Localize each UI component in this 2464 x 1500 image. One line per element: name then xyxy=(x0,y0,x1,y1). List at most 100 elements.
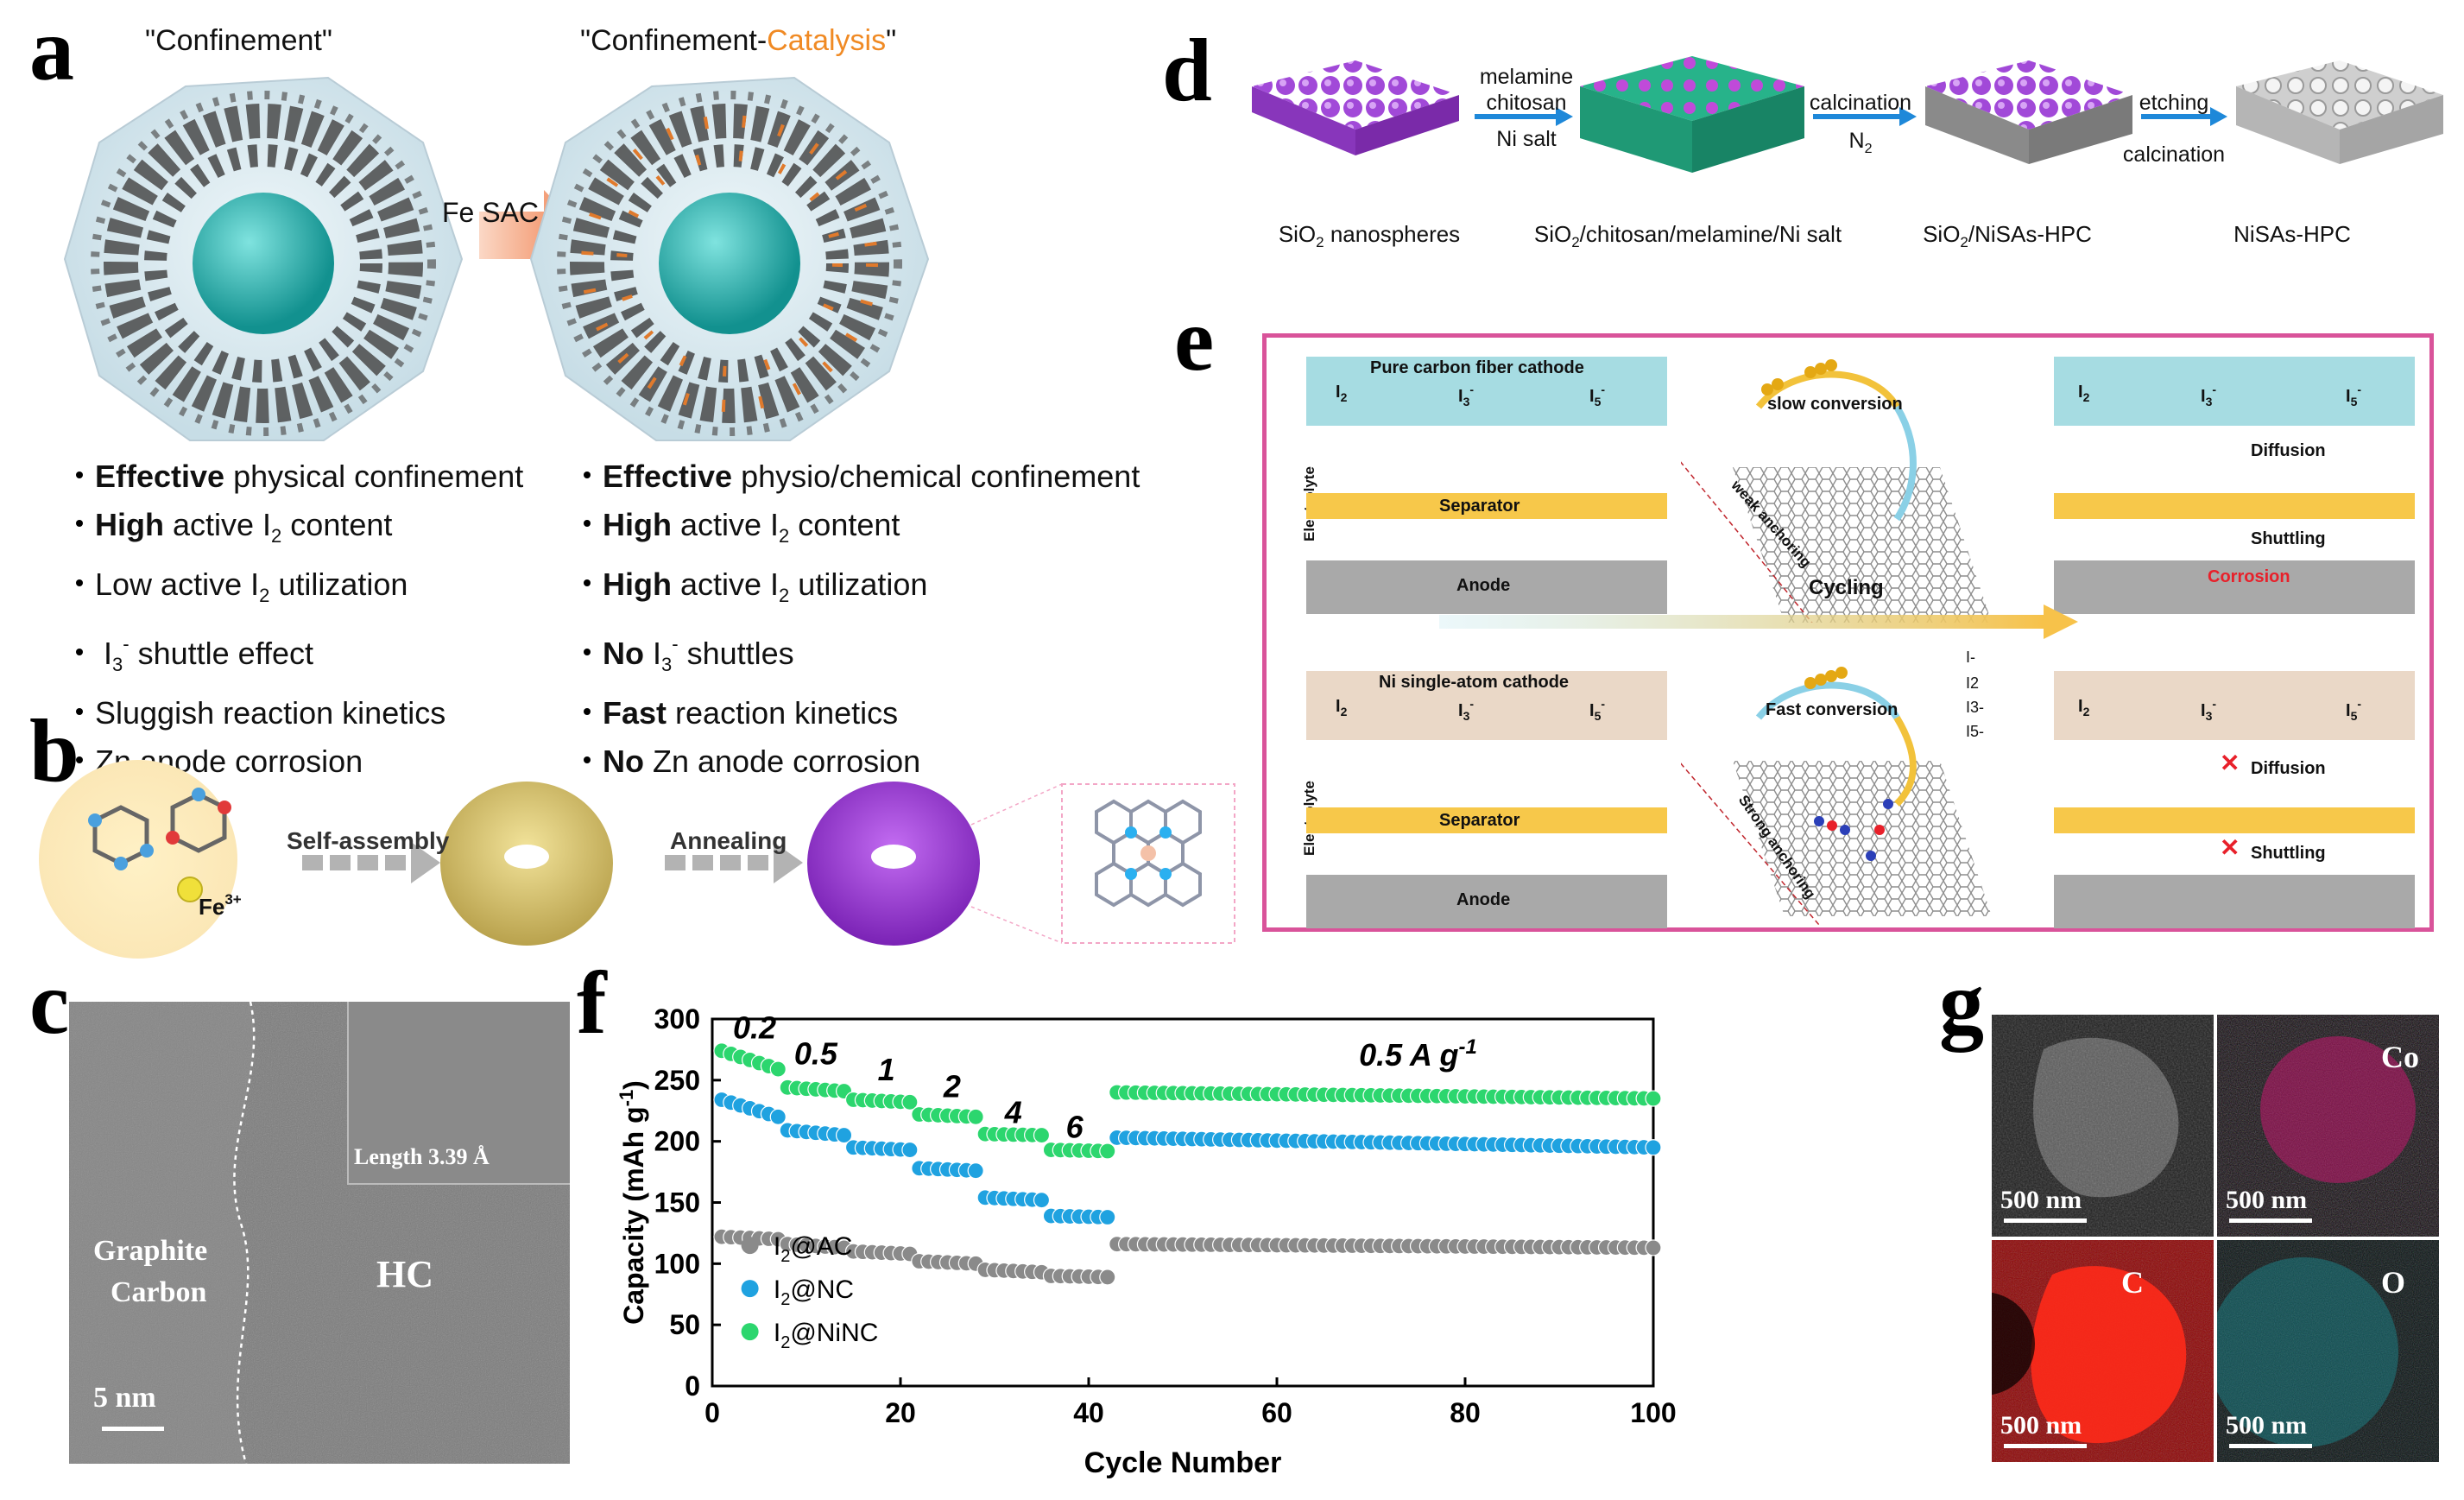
tem-image: Length 3.39 Å Graphite Carbon HC 5 nm xyxy=(69,1002,570,1464)
left-bullet: High active I2 content xyxy=(69,501,523,560)
confinement-cage-right xyxy=(529,76,930,441)
y-axis-label: Capacity (mAh g-1) xyxy=(616,1080,649,1325)
y-tick-label: 200 xyxy=(654,1126,700,1157)
rate-label: 2 xyxy=(943,1069,961,1104)
top-species-i2: I2 xyxy=(1336,383,1348,404)
o-scale-bar xyxy=(2229,1444,2312,1448)
blocked-diffusion-icon: ✕ xyxy=(2220,750,2240,776)
x-tick-label: 0 xyxy=(704,1397,720,1428)
d-arrow1-bottom: Ni salt xyxy=(1496,127,1557,151)
bottom-cathode-bar xyxy=(1306,671,1667,740)
data-point-I2@NiNC xyxy=(901,1093,919,1111)
bottom-anode-label: Anode xyxy=(1456,890,1511,909)
tr-separator xyxy=(2054,493,2415,519)
legend-i-minus: I- xyxy=(1966,649,1975,666)
left-bullet: I3- shuttle effect xyxy=(69,620,523,689)
annealing-arrow xyxy=(665,842,803,883)
tr-species-i5: I5- xyxy=(2346,383,2362,408)
panel-b-illustration xyxy=(39,760,1235,959)
co-scale-bar xyxy=(2229,1218,2312,1223)
data-point-I2@NiNC xyxy=(1099,1142,1116,1160)
data-point-I2@NC xyxy=(901,1141,919,1159)
graphene-top xyxy=(1681,359,1992,623)
top-species-i3: I3- xyxy=(1458,383,1475,408)
c-label: C xyxy=(2121,1265,2144,1300)
annealing-label: Annealing xyxy=(670,827,787,854)
tr-species-i2: I2 xyxy=(2078,383,2090,404)
rate-label: 0.5 A g-1 xyxy=(1359,1035,1477,1073)
d-arrow-1 xyxy=(1475,107,1573,126)
panel-d-illustration xyxy=(1252,56,2443,173)
legend-label: I2@NiNC xyxy=(774,1319,879,1352)
c-scale-bar xyxy=(2004,1444,2087,1448)
data-point-I2@NC xyxy=(967,1162,984,1180)
title-right-prefix: "Confinement- xyxy=(580,24,768,57)
self-assembly-arrow xyxy=(302,842,440,883)
confinement-cage-left xyxy=(63,76,464,441)
co-map: Co 500 nm xyxy=(2217,1015,2439,1237)
precursor-glow xyxy=(39,760,237,959)
right-bullet: High active I2 utilization xyxy=(577,560,1140,620)
y-tick-label: 250 xyxy=(654,1065,700,1096)
fe-ion xyxy=(177,877,203,902)
top-separator-label: Separator xyxy=(1439,497,1520,516)
x-tick-label: 40 xyxy=(1073,1397,1104,1428)
d-arrow3-bottom: calcination xyxy=(2122,142,2226,167)
o-label: O xyxy=(2381,1265,2406,1300)
d-arrow-2 xyxy=(1813,107,1917,126)
x-tick-label: 60 xyxy=(1261,1397,1292,1428)
br-species-i2: I2 xyxy=(2078,697,2090,718)
y-tick-label: 100 xyxy=(654,1248,700,1279)
data-point-I2@NC xyxy=(1099,1208,1116,1226)
haadf-image: 500 nm xyxy=(1992,1015,2214,1237)
title-right-suffix: " xyxy=(886,24,897,57)
panel-label-a: a xyxy=(29,0,74,99)
o-map: O 500 nm xyxy=(2217,1240,2439,1462)
tr-anode xyxy=(2054,560,2415,614)
tr-species-i3: I3- xyxy=(2201,383,2217,408)
self-assembly-label: Self-assembly xyxy=(287,827,450,854)
d-caption-3: SiO2/NiSAs-HPC xyxy=(1923,221,2092,250)
right-bullet: High active I2 content xyxy=(577,501,1140,560)
bottom-separator-bar xyxy=(1306,807,1667,833)
panel-label-c: c xyxy=(29,953,70,1053)
panel-e-frame: Pure carbon fiber cathode I2 I3- I5- Ele… xyxy=(1262,333,2434,932)
panel-a-illustration xyxy=(63,76,930,441)
rate-label: 6 xyxy=(1066,1109,1084,1144)
panel-a-right-bullets: Effective physio/chemical confinement Hi… xyxy=(577,453,1140,786)
hc-label: HC xyxy=(376,1253,433,1295)
left-bullet: Sluggish reaction kinetics xyxy=(69,689,523,737)
rate-label: 0.2 xyxy=(733,1010,776,1046)
tem-scale-bar xyxy=(102,1427,164,1431)
top-separator-bar xyxy=(1306,493,1667,519)
data-point-I2@AC xyxy=(1099,1269,1116,1286)
title-right-highlight: Catalysis xyxy=(767,24,887,57)
d-arrow-3 xyxy=(2141,107,2227,126)
co-scale-label: 500 nm xyxy=(2226,1186,2308,1214)
y-tick-label: 0 xyxy=(685,1370,700,1402)
bottom-anode-bar xyxy=(1306,875,1667,928)
top-right-cathode xyxy=(2054,357,2415,426)
tr-diffusion-label: Diffusion xyxy=(2251,441,2326,460)
data-point-I2@NC xyxy=(1645,1139,1662,1156)
legend-label: I2@AC xyxy=(774,1232,853,1266)
legend-i3: I3- xyxy=(1966,699,1985,716)
left-bullet: Effective physical confinement xyxy=(69,453,523,501)
x-tick-label: 100 xyxy=(1630,1397,1676,1428)
br-cathode xyxy=(2054,671,2415,740)
data-point-I2@NiNC xyxy=(1033,1126,1051,1144)
panel-label-d: d xyxy=(1162,21,1212,120)
co-label: Co xyxy=(2381,1040,2419,1074)
data-point-I2@NiNC xyxy=(967,1108,984,1125)
br-separator xyxy=(2054,807,2415,833)
panel-a-title-left: "Confinement" xyxy=(145,24,332,57)
bottom-species-i2: I2 xyxy=(1336,697,1348,718)
d-arrow3-top: etching xyxy=(2139,91,2209,115)
haadf-scale-label: 500 nm xyxy=(2000,1186,2082,1214)
d-arrow1-top: melamine chitosan xyxy=(1479,65,1574,115)
br-shuttling-label: Shuttling xyxy=(2251,844,2326,863)
d-caption-4: NiSAs-HPC xyxy=(2233,221,2351,247)
cycling-label: Cycling xyxy=(1809,576,1884,599)
right-bullet: Effective physio/chemical confinement xyxy=(577,453,1140,501)
bottom-species-i5: I5- xyxy=(1589,697,1606,723)
